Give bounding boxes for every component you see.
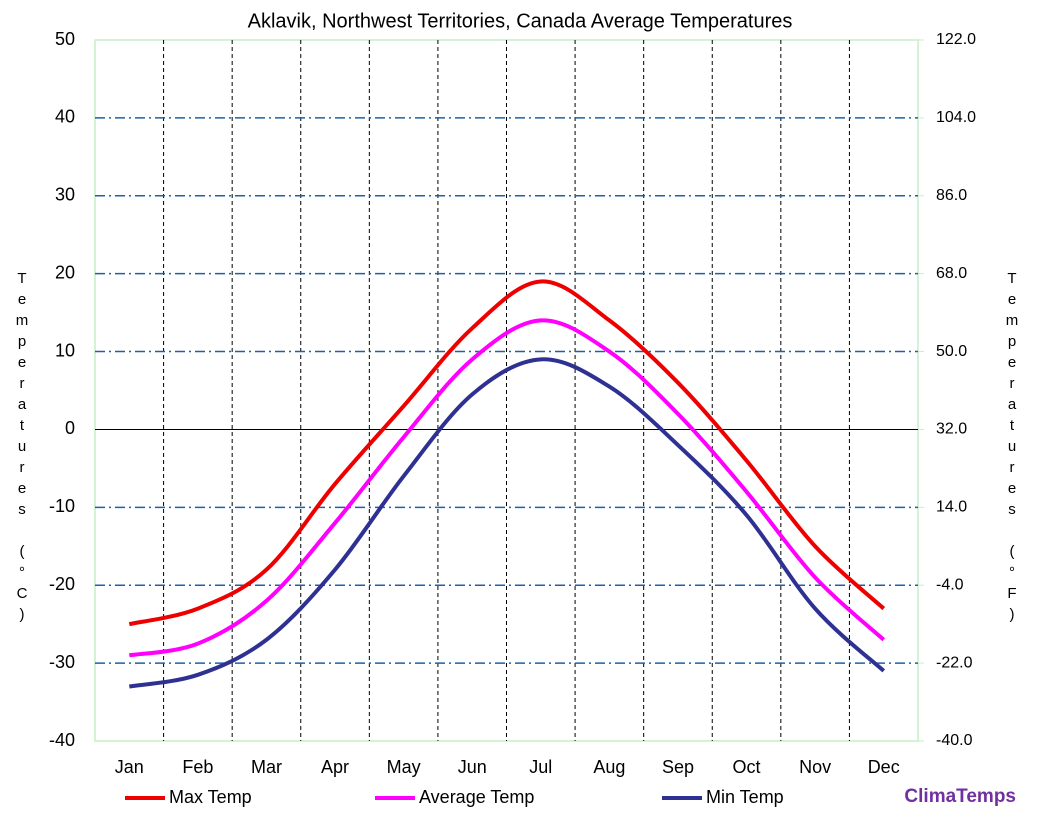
legend-label: Max Temp — [169, 787, 252, 807]
x-tick-label: Sep — [662, 757, 694, 777]
y-tick-label: 30 — [55, 185, 75, 205]
y2-tick-label: 68.0 — [936, 265, 967, 282]
x-tick-label: Dec — [868, 757, 900, 777]
chart-title: Aklavik, Northwest Territories, Canada A… — [248, 10, 793, 32]
y2-tick-label: -40.0 — [936, 732, 973, 749]
y-tick-label: 50 — [55, 29, 75, 49]
legend-label: Min Temp — [706, 787, 784, 807]
y-tick-label: 40 — [55, 107, 75, 127]
x-tick-label: May — [387, 757, 421, 777]
x-tick-label: Nov — [799, 757, 831, 777]
y-tick-label: 20 — [55, 262, 75, 282]
y-tick-label: 0 — [65, 418, 75, 438]
x-tick-label: Jun — [458, 757, 487, 777]
x-tick-label: Oct — [733, 757, 761, 777]
y-tick-label: -40 — [49, 730, 75, 750]
x-tick-label: Mar — [251, 757, 282, 777]
y2-tick-label: 122.0 — [936, 31, 976, 48]
y2-tick-label: 32.0 — [936, 421, 967, 438]
y2-tick-label: 86.0 — [936, 187, 967, 204]
x-tick-label: Feb — [182, 757, 213, 777]
x-tick-label: Apr — [321, 757, 349, 777]
y-axis-label: Temperatures (°C) — [14, 270, 31, 627]
y-tick-label: 10 — [55, 340, 75, 360]
y2-tick-label: -4.0 — [936, 576, 964, 593]
y2-tick-label: 104.0 — [936, 109, 976, 126]
y2-axis-label: Temperatures (°F) — [1004, 270, 1021, 627]
x-tick-label: Jul — [529, 757, 552, 777]
y2-tick-label: -22.0 — [936, 654, 973, 671]
y-tick-label: -20 — [49, 574, 75, 594]
x-tick-label: Aug — [593, 757, 625, 777]
series-line — [128, 279, 886, 627]
legend-label: Average Temp — [419, 787, 534, 807]
series-line — [128, 318, 886, 658]
y-tick-label: -30 — [49, 652, 75, 672]
x-tick-label: Jan — [115, 757, 144, 777]
watermark: ClimaTemps — [904, 786, 1016, 807]
y2-tick-label: 50.0 — [936, 343, 967, 360]
y-tick-label: -10 — [49, 496, 75, 516]
y2-tick-label: 14.0 — [936, 499, 967, 516]
series-line — [128, 357, 886, 689]
